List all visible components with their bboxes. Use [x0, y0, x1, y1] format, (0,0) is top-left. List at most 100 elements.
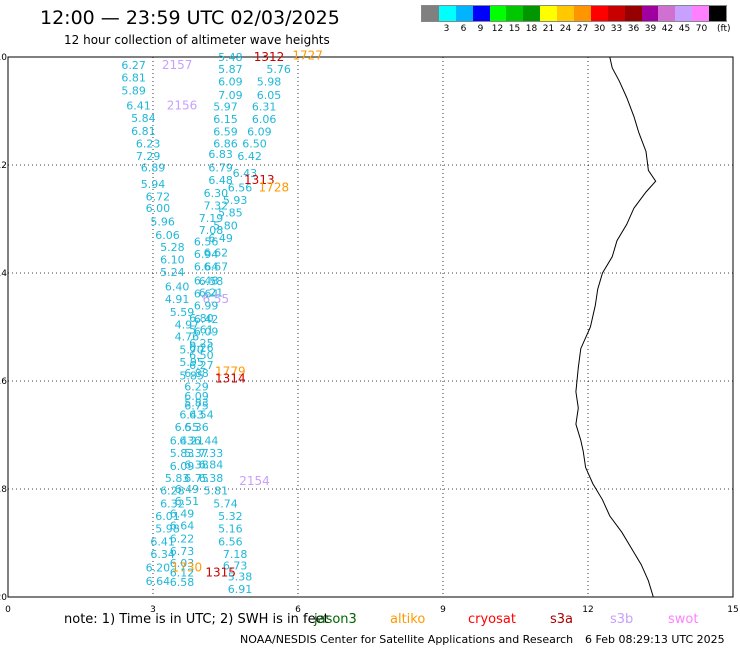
legend-tick-label: 15: [508, 24, 521, 34]
color-legend: 3 6 9 12 15 18 21 24 27 30 33 36 39 42 45 70 (ft): [421, 5, 731, 34]
legend-swatch: [590, 6, 608, 21]
wave-height-label: 6.27: [121, 59, 146, 72]
wave-height-label: 5.61: [189, 324, 214, 337]
credit-line: NOAA/NESDIS Center for Satellite Applica…: [240, 633, 574, 646]
wave-height-label: 5.85: [179, 370, 204, 383]
map-subtitle: 12 hour collection of altimeter wave hei…: [64, 33, 330, 47]
wave-height-label: 6.15: [213, 113, 238, 126]
legend-tick-label: 42: [661, 24, 674, 34]
wave-height-label: 6.27: [189, 359, 214, 372]
wave-height-label: 6.09: [194, 325, 219, 338]
pass-id-label: 1313: [244, 173, 275, 187]
wave-height-label: 6.58: [199, 275, 224, 288]
wave-height-label: 6.50: [242, 137, 267, 150]
wave-height-label: 6.36: [184, 421, 209, 434]
legend-tick-label: 3: [443, 24, 450, 34]
wave-height-label: 7.32: [204, 200, 229, 213]
wave-height-label: 7.08: [199, 224, 224, 237]
pass-id-label: 6.55: [202, 292, 229, 306]
wave-height-label: 6.64: [194, 288, 219, 301]
wave-height-label: 6.49: [208, 232, 233, 245]
wave-height-label: 6.09: [184, 390, 209, 403]
pass-id-label: 1727: [292, 48, 323, 62]
wave-height-label: 6.73: [170, 545, 195, 558]
legend-tick-label: 45: [678, 24, 691, 34]
wave-height-label: 6.05: [257, 89, 282, 102]
wave-height-label: 6.09: [218, 75, 243, 88]
x-axis-tick-label: 6: [295, 605, 301, 615]
legend-tick-label: 30: [593, 24, 606, 34]
wave-height-label: 5.48: [218, 51, 243, 64]
legend-swatch: [438, 6, 456, 21]
wave-height-label: 6.75: [184, 472, 209, 485]
pass-id-label: 2156: [167, 99, 198, 113]
wave-height-label: 6.41: [126, 100, 151, 113]
satellite-key-altiko: altiko: [390, 612, 426, 627]
wave-height-label: 6.58: [170, 576, 195, 589]
wave-height-label: 6.56: [194, 236, 219, 249]
pass-id-label: 2154: [239, 474, 270, 488]
wave-height-label: 7.33: [199, 447, 224, 460]
pass-id-label: 1312: [254, 50, 285, 64]
legend-swatch: [489, 6, 507, 21]
wave-height-label: 5.76: [266, 63, 291, 76]
wave-height-label: 6.26: [189, 342, 214, 355]
legend-tick-label: 12: [491, 24, 504, 34]
legend-tick-label: 27: [576, 24, 589, 34]
pass-id-label: 2157: [162, 58, 193, 72]
wave-height-label: 6.25: [189, 337, 214, 350]
wave-height-label: 7.18: [223, 548, 248, 561]
satellite-key-jason3: jason3: [314, 612, 357, 627]
generated-timestamp: 6 Feb 08:29:13 UTC 2025: [585, 633, 725, 646]
wave-height-label: 6.56: [228, 182, 253, 195]
wave-height-label: 6.03: [170, 557, 195, 570]
wave-height-label: 6.06: [252, 113, 277, 126]
wave-height-label: 5.98: [155, 522, 180, 535]
wave-height-label: 6.42: [194, 313, 219, 326]
y-axis-tick-label: -12: [0, 161, 7, 171]
wave-height-label: 5.83: [184, 397, 209, 410]
wave-height-label: 5.74: [213, 498, 238, 511]
wave-height-label: 5.89: [121, 84, 146, 97]
y-axis-tick-label: -18: [0, 485, 7, 495]
legend-swatch: [540, 6, 558, 21]
wave-height-label: 6.44: [194, 434, 219, 447]
wave-height-label: 5.97: [213, 101, 238, 114]
wave-height-label: 6.73: [223, 560, 248, 573]
map-frame: [7, 56, 734, 598]
wave-height-label: 5.87: [218, 63, 243, 76]
wave-height-label: 5.84: [131, 112, 156, 125]
wave-height-label: 6.80: [189, 312, 214, 325]
legend-tick-label: 36: [627, 24, 640, 34]
wave-height-label: 6.81: [121, 72, 146, 85]
wave-height-label: 7.09: [218, 89, 243, 102]
wave-height-label: 6.64: [170, 520, 195, 533]
wave-height-label: 6.30: [204, 187, 229, 200]
coastline: [575, 56, 657, 598]
legend-swatch: [675, 6, 693, 21]
wave-height-label: 6.89: [141, 162, 166, 175]
pass-id-label: 1315: [205, 566, 236, 580]
map-title: 12:00 — 23:59 UTC 02/03/2025: [40, 7, 340, 29]
satellite-key-swot: swot: [668, 612, 699, 627]
satellite-key-s3b: s3b: [610, 612, 634, 627]
legend-swatch: [624, 6, 642, 21]
wave-height-label: 7.19: [199, 212, 224, 225]
wave-height-label: 6.67: [204, 261, 229, 274]
y-axis-tick-label: -10: [0, 53, 7, 63]
wave-height-label: 6.42: [237, 150, 262, 163]
pass-id-label: 1314: [215, 371, 246, 385]
wave-height-label: 6.00: [146, 202, 171, 215]
wave-height-label: 6.55: [175, 421, 200, 434]
wave-height-label: 6.51: [175, 495, 200, 508]
wave-height-label: 6.48: [208, 174, 233, 187]
legend-tick-label: 21: [542, 24, 555, 34]
legend-swatch: [574, 6, 591, 21]
legend-tick-label: 6: [460, 24, 467, 34]
legend-swatch: [607, 6, 625, 21]
legend-swatch: [557, 6, 575, 21]
legend-swatches: [421, 5, 727, 22]
wave-height-label: 5.93: [223, 194, 248, 207]
x-axis-tick-label: 12: [582, 605, 593, 615]
legend-tick-label: 39: [644, 24, 657, 34]
